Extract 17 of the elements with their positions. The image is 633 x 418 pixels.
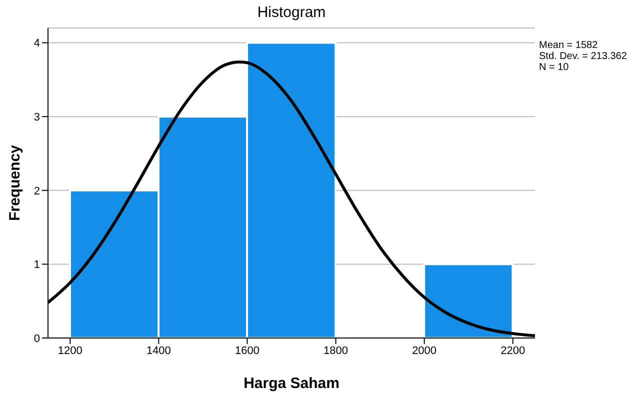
x-tick-label: 2200 [500, 344, 526, 357]
x-tick-label: 1800 [324, 344, 348, 357]
x-tick-label: 1400 [146, 344, 171, 357]
y-tick-label: 1 [34, 259, 40, 272]
y-axis-title: Frequency [6, 144, 24, 221]
x-axis-title: Harga Saham [244, 375, 340, 392]
chart-title: Histogram [256, 4, 327, 21]
y-tick-label: 2 [34, 185, 40, 198]
x-tick-label: 1600 [234, 344, 260, 357]
text: Std. Dev. = 213.362 [539, 51, 627, 62]
x-tick-label: 1200 [58, 344, 82, 357]
text: Mean = 1582 [539, 40, 599, 51]
y-tick-label: 4 [34, 38, 40, 50]
y-tick-label: 0 [34, 332, 40, 345]
x-tick-label: 2000 [412, 344, 437, 357]
y-tick-label: 3 [34, 111, 40, 124]
text: N = 10 [539, 62, 570, 73]
